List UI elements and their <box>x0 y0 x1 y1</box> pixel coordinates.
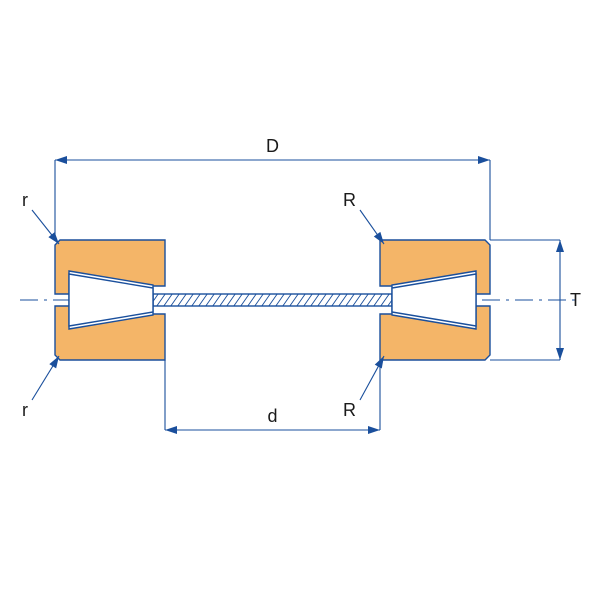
dim-label-d: d <box>267 406 277 426</box>
dim-label-T: T <box>570 290 581 310</box>
dim-label-D: D <box>266 136 279 156</box>
label-R-bottom: R <box>343 400 356 420</box>
label-R-top: R <box>343 190 356 210</box>
label-r-bottom: r <box>22 400 28 420</box>
bearing-cross-section-diagram: Dd Tr r R R <box>0 0 600 600</box>
label-r-top: r <box>22 190 28 210</box>
